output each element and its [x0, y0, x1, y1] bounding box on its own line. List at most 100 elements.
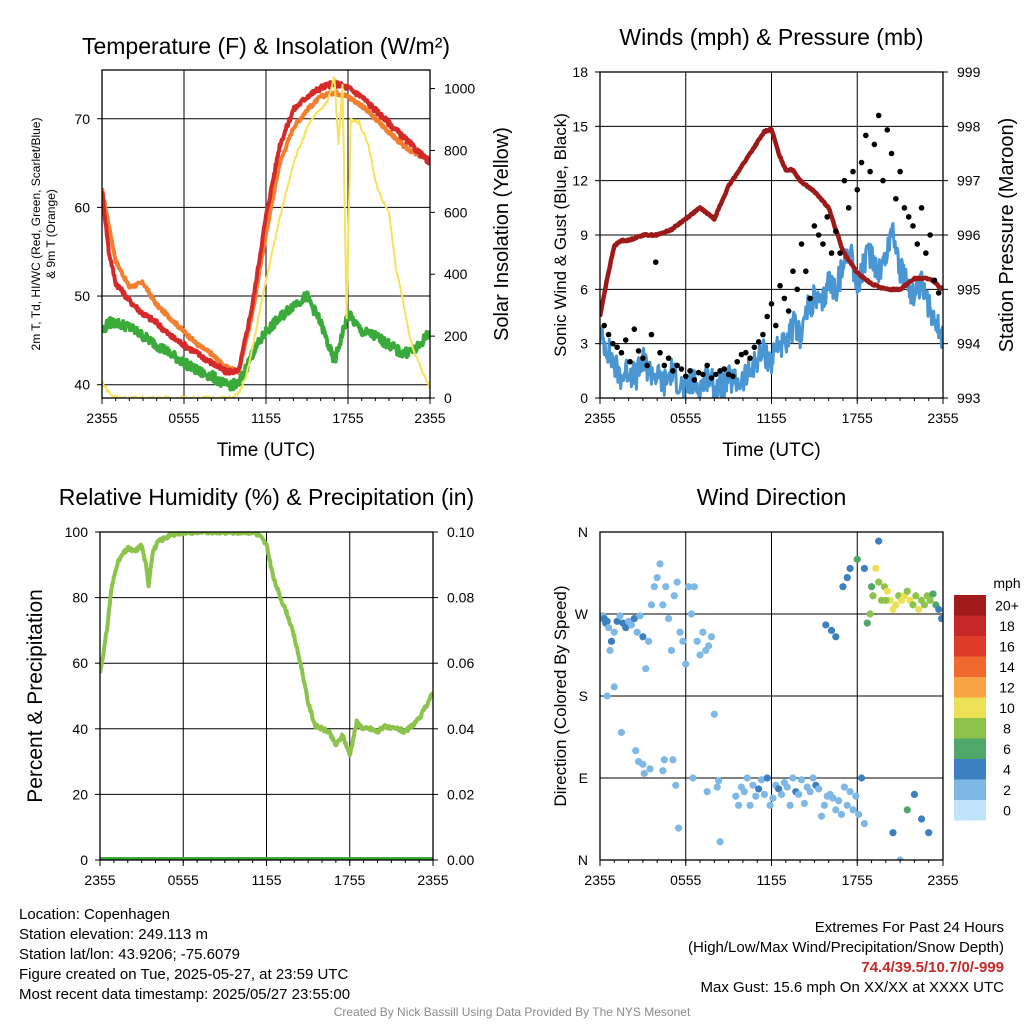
- wind-dir-point: [920, 601, 929, 609]
- gust-point: [760, 331, 766, 338]
- chart-title: Temperature (F) & Insolation (W/m²): [82, 33, 450, 59]
- wind-dir-point: [827, 626, 836, 635]
- wind-dir-point: [867, 583, 876, 591]
- x-tick-label: 1755: [332, 410, 363, 426]
- gust-point: [863, 132, 869, 139]
- gust-point: [738, 351, 745, 358]
- wind-dir-point: [855, 810, 863, 819]
- chart-title: Wind Direction: [697, 484, 847, 510]
- legend-swatch: [954, 656, 986, 677]
- wind-dir-point: [632, 747, 640, 755]
- gust-point: [635, 348, 642, 354]
- wind-dir-point: [835, 797, 843, 805]
- gust-point: [601, 322, 608, 329]
- legend-swatch: [954, 738, 986, 759]
- legend-label: 10: [999, 700, 1015, 716]
- wind-dir-point: [809, 774, 817, 782]
- extremes-title: Extremes For Past 24 Hours: [814, 919, 1004, 936]
- y2-tick-label: 994: [957, 336, 981, 352]
- series-t9m: [102, 89, 430, 376]
- wind-dir-point: [647, 601, 656, 609]
- wind-dir-point: [732, 792, 740, 800]
- y2-tick-label: 0.02: [447, 786, 474, 802]
- gust-point: [884, 127, 891, 133]
- wind-dir-point: [766, 801, 774, 809]
- gust-point: [910, 223, 916, 229]
- legend-label: 20+: [995, 597, 1019, 613]
- wind-dir-point: [743, 774, 751, 782]
- legend-label: 0: [1003, 802, 1011, 818]
- plot-area: [600, 112, 943, 398]
- wind-dir-point: [817, 812, 826, 820]
- plot-frame: [101, 69, 431, 399]
- legend-swatch: [954, 697, 986, 718]
- y2-axis-label: Solar Insolation (Yellow): [491, 127, 513, 341]
- gust-point: [730, 373, 736, 380]
- wind-dir-point: [660, 756, 668, 764]
- chart-title: Winds (mph) & Pressure (mb): [619, 24, 923, 50]
- series-pressure: [600, 126, 943, 318]
- plot-area: [100, 532, 433, 860]
- wind-dir-point: [783, 783, 791, 791]
- gust-point: [661, 362, 668, 369]
- legend-swatch: [954, 677, 986, 698]
- wind-dir-point: [685, 583, 693, 591]
- wind-dir-point: [610, 683, 618, 691]
- y2-axis-label: Station Pressure (Maroon): [996, 118, 1018, 353]
- legend-label: 2: [1003, 782, 1011, 798]
- y2-tick-label: 1000: [444, 81, 475, 97]
- x-tick-label: 1755: [842, 410, 873, 426]
- wind-dir-point: [929, 590, 937, 598]
- wind-dir-point: [676, 628, 684, 636]
- wind-dir-point: [757, 776, 766, 784]
- wind-dir-point: [882, 596, 890, 604]
- x-axis-label: Time (UTC): [722, 440, 821, 461]
- legend-label: 14: [999, 659, 1015, 675]
- wind-dir-point: [843, 801, 851, 809]
- y2-tick-label: 996: [957, 227, 981, 243]
- wind-dir-point: [713, 783, 721, 791]
- gust-point: [652, 259, 659, 265]
- y2-tick-label: 998: [957, 118, 981, 134]
- wind-dir-point: [606, 646, 614, 655]
- series-wind: [600, 222, 943, 398]
- wind-dir-point: [627, 621, 636, 629]
- wind-dir-point: [935, 605, 943, 614]
- chart-winds: Winds (mph) & Pressure (mb) 2355 0555 1155 1…: [551, 24, 1018, 461]
- wind-dir-point: [917, 815, 926, 823]
- credit-line: Created By Nick Bassill Using Data Provi…: [333, 1005, 691, 1019]
- plot-frame: [99, 531, 434, 861]
- wind-dir-point: [659, 601, 667, 609]
- wind-dir-point: [797, 776, 806, 784]
- x-tick-label: 0555: [670, 410, 701, 426]
- gust-point: [845, 205, 852, 211]
- y2-tick-label: 997: [957, 173, 981, 189]
- x-tick-label: 2355: [414, 410, 445, 426]
- wind-dir-point: [926, 596, 934, 604]
- extremes-panel: Extremes For Past 24 Hours (High/Low/Max…: [688, 918, 1004, 998]
- legend-swatch: [954, 718, 986, 739]
- wind-dir-point: [857, 774, 866, 782]
- wind-dir-point: [837, 810, 846, 819]
- gust-point: [785, 308, 792, 314]
- y-tick-label: 15: [572, 118, 588, 134]
- y-axis-label: Direction (Colored By Speed): [551, 585, 570, 806]
- wind-dir-point: [903, 587, 911, 595]
- gust-point: [803, 268, 809, 275]
- x-tick-label: 2355: [584, 872, 615, 888]
- gust-point: [721, 366, 728, 372]
- gust-point: [901, 205, 908, 211]
- gust-point: [627, 358, 633, 365]
- legend-label: 16: [999, 638, 1015, 654]
- wind-dir-point: [607, 637, 616, 645]
- y2-tick-label: 993: [957, 390, 981, 406]
- legend-swatch: [954, 779, 986, 800]
- legend-swatch: [954, 595, 986, 616]
- gust-point: [850, 168, 856, 175]
- wind-dir-point: [786, 801, 794, 809]
- extremes-subtitle: (High/Low/Max Wind/Precipitation/Snow De…: [688, 939, 1004, 956]
- wind-dir-point: [795, 790, 803, 799]
- x-axis-label: Time (UTC): [217, 440, 316, 461]
- wind-dir-point: [839, 583, 847, 591]
- gust-point: [820, 241, 826, 247]
